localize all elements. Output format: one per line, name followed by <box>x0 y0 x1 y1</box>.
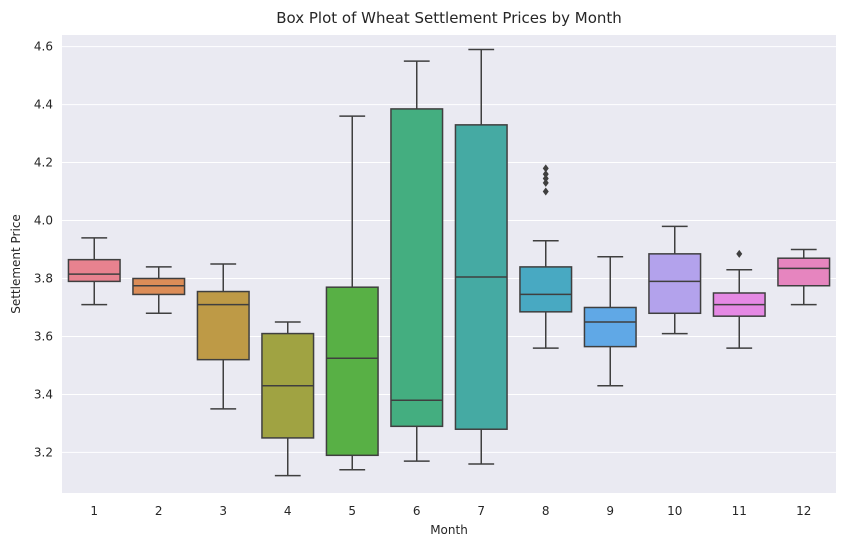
outlier-point <box>542 164 549 173</box>
box-iqr <box>390 108 444 428</box>
box-month-6 <box>390 60 444 462</box>
box-month-7 <box>454 48 508 465</box>
y-axis-ticks: 3.2 3.4 3.6 3.8 4.0 4.2 4.4 4.6 <box>34 40 53 460</box>
box-iqr <box>196 290 250 361</box>
x-tick-label: 8 <box>542 504 550 518</box>
x-tick-label: 7 <box>477 504 485 518</box>
y-tick-label: 3.4 <box>34 387 53 401</box>
y-tick-label: 3.6 <box>34 329 53 343</box>
y-tick-label: 4.6 <box>34 40 53 54</box>
outlier-point <box>542 174 549 183</box>
y-tick-label: 4.4 <box>34 98 53 112</box>
y-axis-label: Settlement Price <box>9 214 23 314</box>
plot-area <box>62 35 836 493</box>
y-tick-label: 4.2 <box>34 156 53 170</box>
x-tick-label: 2 <box>155 504 163 518</box>
y-tick-label: 4.0 <box>34 214 53 228</box>
x-tick-label: 1 <box>90 504 98 518</box>
x-tick-label: 4 <box>284 504 292 518</box>
box-iqr <box>583 306 637 348</box>
outlier-point <box>542 178 549 187</box>
box-iqr <box>777 257 831 287</box>
box-month-10 <box>648 225 702 335</box>
x-axis-label: Month <box>430 523 468 537</box>
x-tick-label: 12 <box>796 504 811 518</box>
x-tick-label: 10 <box>667 504 682 518</box>
x-tick-label: 3 <box>219 504 227 518</box>
box-iqr <box>648 253 702 315</box>
outlier-point <box>542 187 549 196</box>
x-tick-label: 6 <box>413 504 421 518</box>
x-axis-ticks: 1 2 3 4 5 6 7 8 9 10 11 12 <box>90 504 811 518</box>
x-tick-label: 9 <box>606 504 614 518</box>
box-iqr <box>325 286 379 457</box>
outlier-point <box>542 170 549 179</box>
y-tick-label: 3.8 <box>34 271 53 285</box>
y-tick-label: 3.2 <box>34 445 53 459</box>
box-iqr <box>67 258 121 283</box>
y-gridlines <box>62 46 836 453</box>
box-month-11 <box>712 249 766 349</box>
outlier-point <box>736 249 743 258</box>
x-tick-label: 11 <box>732 504 747 518</box>
x-tick-label: 5 <box>348 504 356 518</box>
box-month-9 <box>583 256 637 387</box>
box-month-3 <box>196 263 250 410</box>
box-month-2 <box>132 266 186 315</box>
box-month-1 <box>67 237 121 306</box>
box-iqr <box>519 266 573 313</box>
box-month-8 <box>519 164 573 349</box>
box-month-5 <box>325 115 379 471</box>
box-month-12 <box>777 248 831 306</box>
box-month-4 <box>261 321 315 477</box>
boxes-group <box>67 48 831 477</box>
chart-title: Box Plot of Wheat Settlement Prices by M… <box>276 9 622 27</box>
